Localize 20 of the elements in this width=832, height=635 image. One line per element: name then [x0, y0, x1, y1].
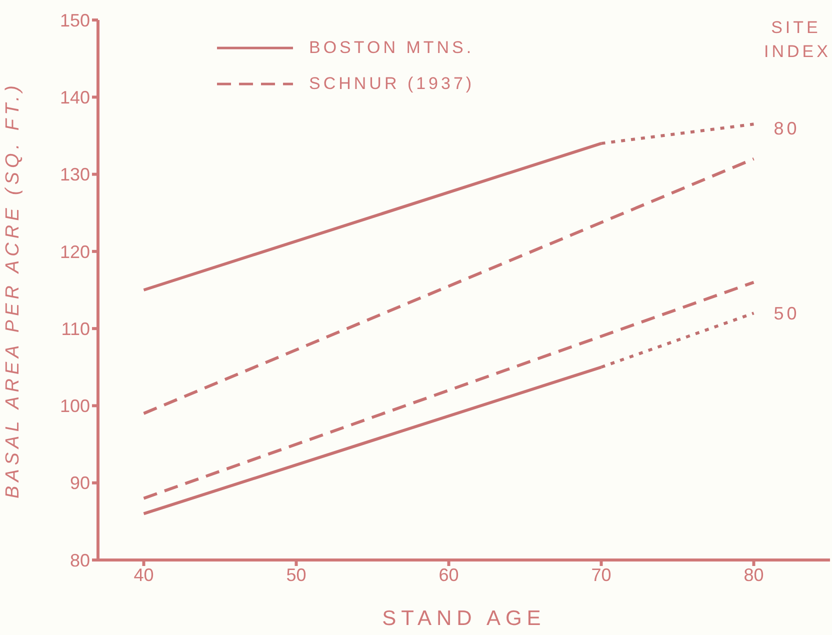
y-axis-title: BASAL AREA PER ACRE (SQ. FT.): [2, 82, 24, 498]
x-tick-label: 60: [438, 564, 459, 585]
y-tick-label: 120: [60, 242, 90, 262]
y-tick-label: 100: [60, 396, 90, 416]
x-axis-title: STAND AGE: [382, 607, 546, 630]
y-tick-label: 150: [60, 10, 90, 30]
legend-label: SCHNUR (1937): [309, 74, 475, 94]
annotation: 80: [774, 118, 800, 138]
y-tick-label: 90: [70, 473, 90, 494]
y-tick-label: 110: [61, 318, 90, 339]
y-tick-label: 80: [70, 550, 90, 570]
y-tick-label: 130: [60, 164, 90, 185]
annotation: 50: [774, 304, 800, 324]
x-tick-label: 70: [591, 564, 612, 585]
annotation: SITE INDEX: [764, 17, 831, 63]
x-tick-label: 50: [286, 564, 306, 585]
y-tick-label: 140: [60, 88, 90, 108]
x-tick-label: 80: [744, 564, 764, 585]
x-tick-label: 40: [134, 564, 154, 585]
legend-label: BOSTON MTNS.: [309, 38, 474, 58]
